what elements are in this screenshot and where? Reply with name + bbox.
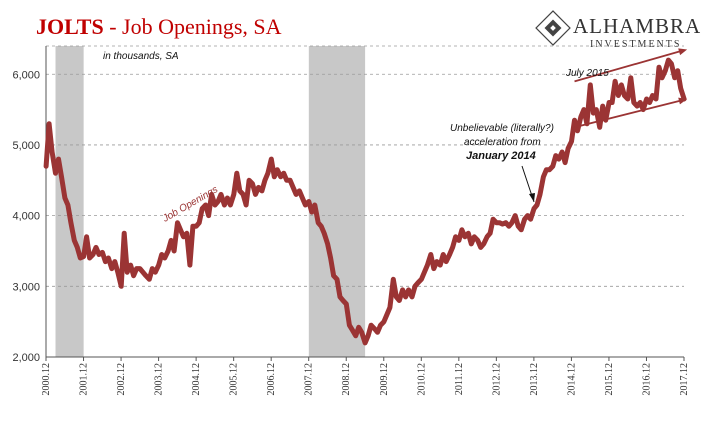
x-tick-label: 2000.12	[41, 363, 52, 396]
channel-lower-arrow-arrowhead	[678, 97, 688, 105]
chart-title: JOLTS - Job Openings, SA	[36, 14, 282, 39]
note-line-3: January 2014	[466, 150, 536, 162]
x-tick-label: 2015.12	[604, 363, 615, 396]
x-tick-label: 2017.12	[679, 363, 690, 396]
x-tick-label: 2009.12	[379, 363, 390, 396]
x-tick-label: 2007.12	[304, 363, 315, 396]
channel-lower-arrow-line	[574, 99, 682, 129]
y-tick-label: 4,000	[12, 211, 40, 223]
x-tick-label: 2013.12	[529, 363, 540, 396]
chart-title-rest: - Job Openings, SA	[104, 14, 282, 39]
note-line-1: Unbelievable (literally?)	[450, 123, 554, 134]
x-tick-label: 2011.12	[454, 363, 465, 395]
logo-subtitle: INVESTMENTS	[590, 39, 681, 50]
chart-title-main: JOLTS	[36, 14, 104, 39]
channel-upper-arrow-arrowhead	[678, 48, 688, 56]
series-line-job-openings	[43, 57, 687, 346]
x-tick-label: 2001.12	[79, 363, 90, 396]
x-tick-label: 2005.12	[229, 363, 240, 396]
x-tick-label: 2002.12	[116, 363, 127, 396]
x-tick-label: 2008.12	[341, 363, 352, 396]
y-tick-label: 2,000	[12, 352, 40, 364]
logo-name: ALHAMBRA	[573, 14, 701, 38]
recession-band-0	[55, 46, 84, 357]
x-tick-label: 2006.12	[266, 363, 277, 396]
july-2015-label: July 2015	[565, 68, 609, 79]
units-note: in thousands, SA	[103, 51, 179, 62]
y-tick-label: 6,000	[12, 69, 40, 81]
x-tick-label: 2003.12	[154, 363, 165, 396]
alhambra-logo: ALHAMBRA INVESTMENTS	[535, 10, 701, 50]
x-tick-label: 2014.12	[566, 363, 577, 396]
diamond-logo-icon	[535, 10, 571, 46]
y-tick-label: 3,000	[12, 281, 40, 293]
x-tick-label: 2010.12	[416, 363, 427, 396]
y-tick-label: 5,000	[12, 140, 40, 152]
x-tick-label: 2004.12	[191, 363, 202, 396]
recession-band-1	[308, 46, 366, 357]
plot-area: 2,000 3,000 4,000 5,000 6,000 2000.12 2001.12 2…	[12, 45, 690, 396]
note-line-2: acceleration from	[464, 137, 541, 148]
channel-upper-arrow-line	[574, 50, 682, 83]
x-tick-label: 2012.12	[491, 363, 502, 396]
note-pointer-arrowhead	[529, 193, 535, 202]
x-tick-label: 2016.12	[641, 363, 652, 396]
